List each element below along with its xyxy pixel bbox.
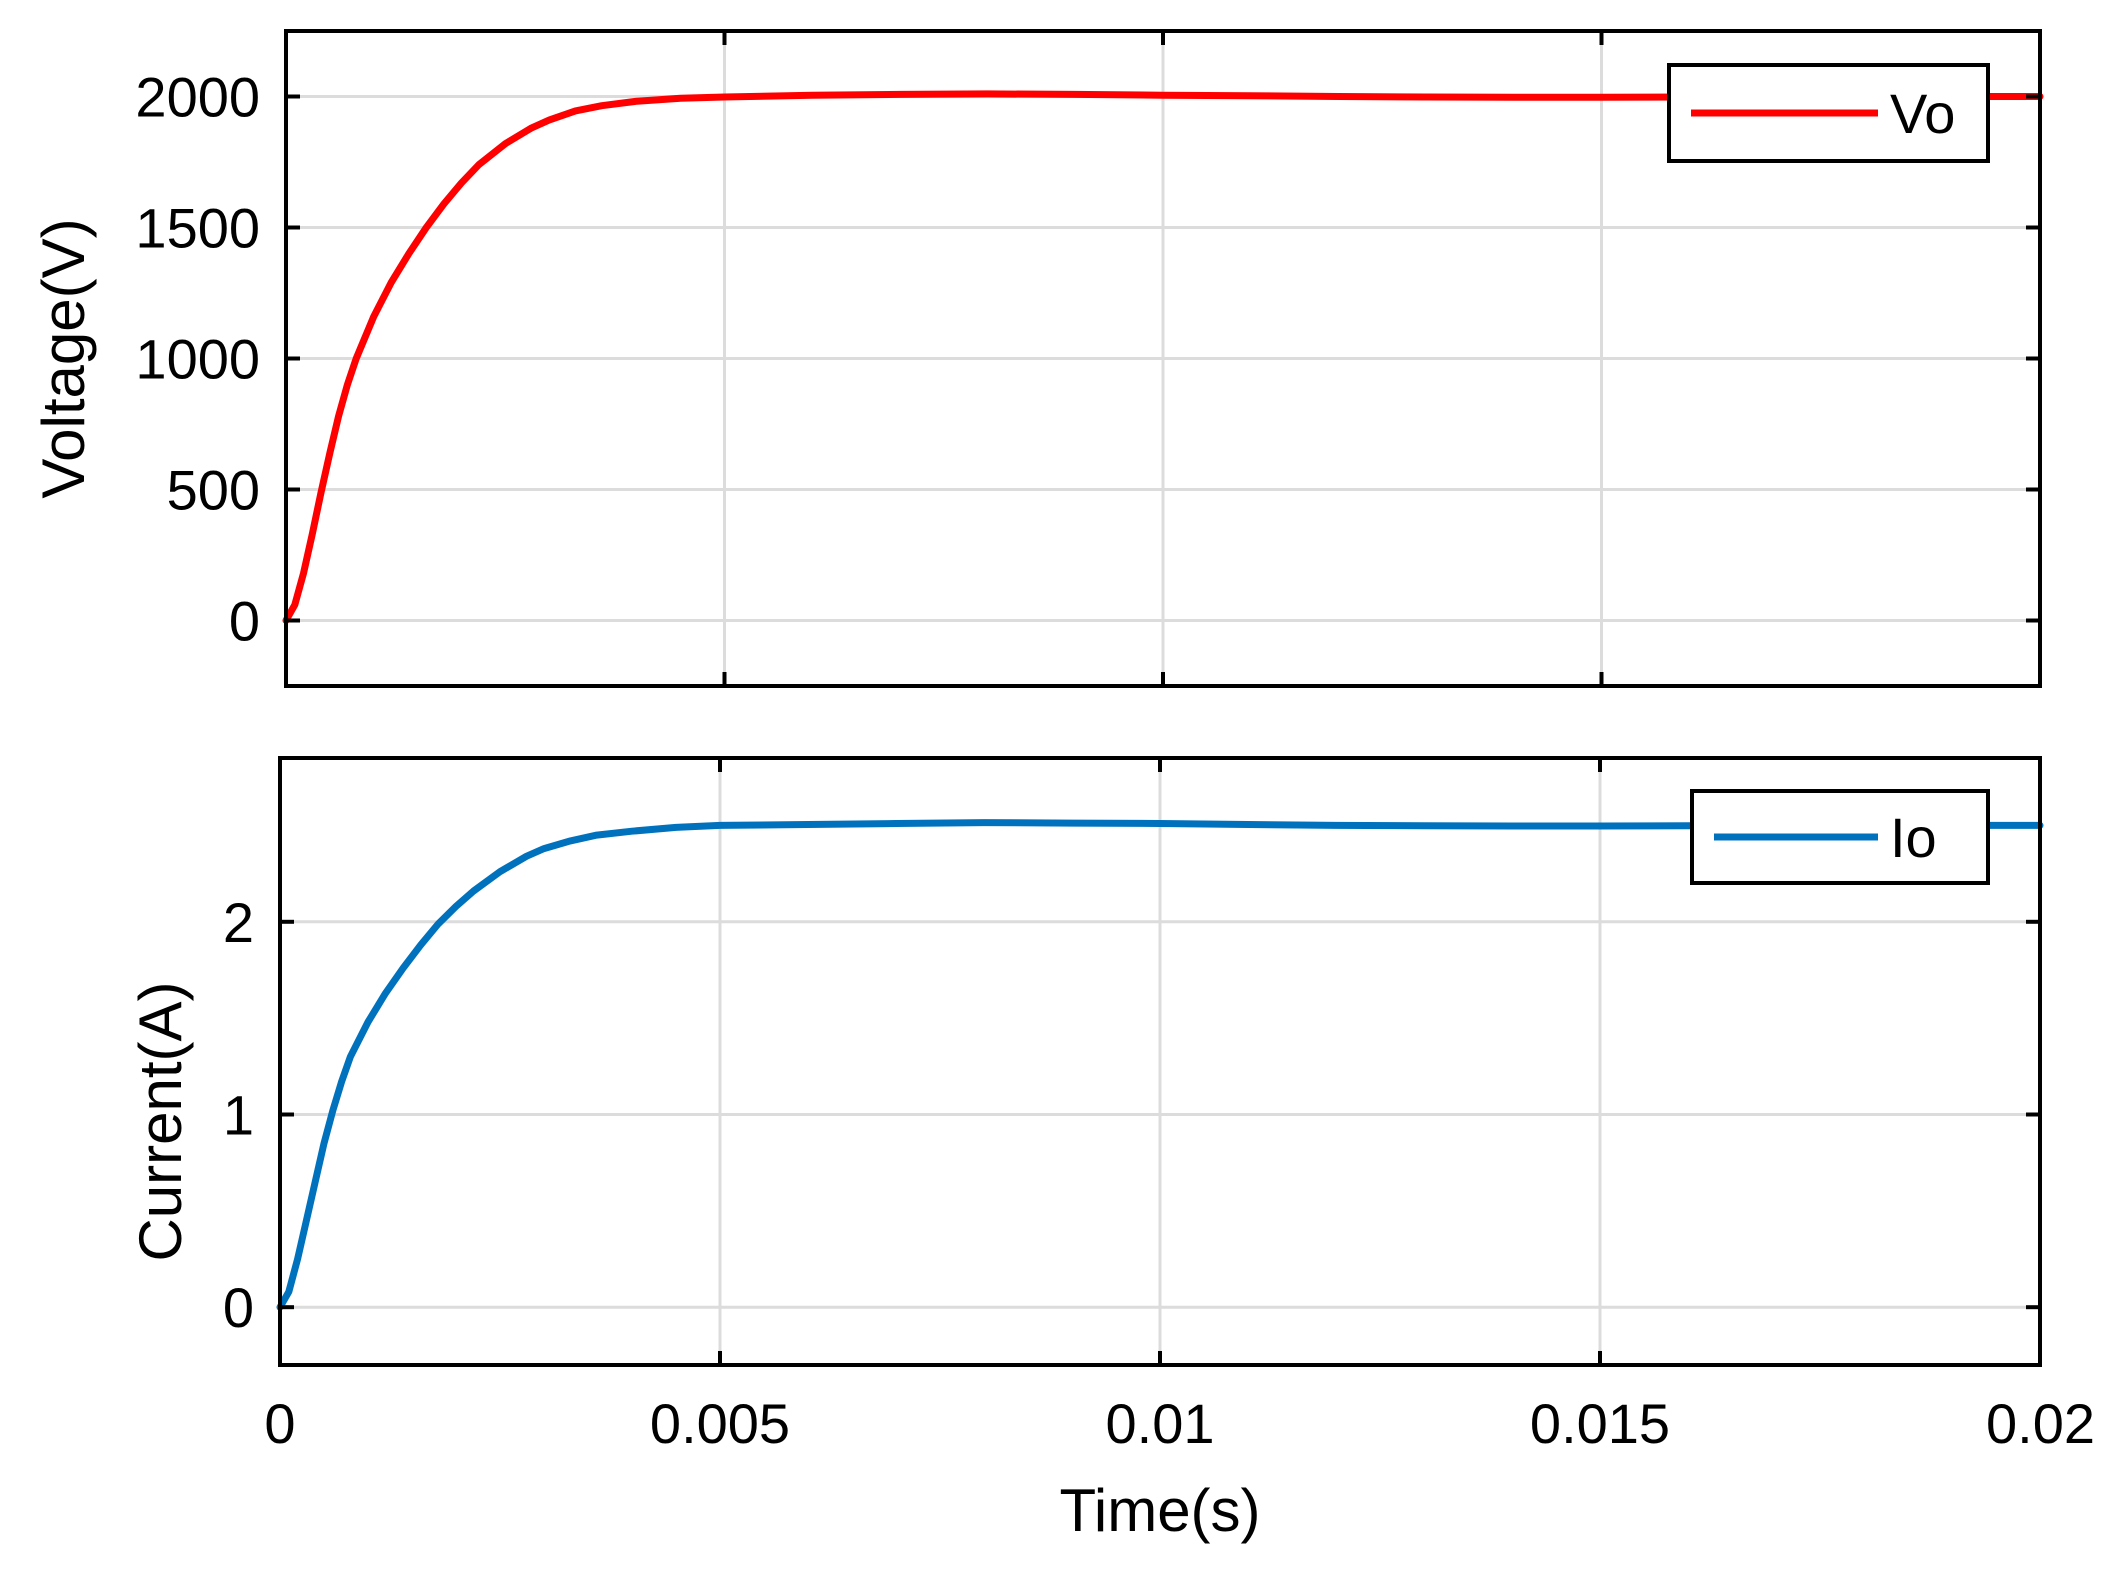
x-tick-label: 0.005 [650, 1392, 790, 1455]
x-tick-label: 0.01 [1106, 1392, 1215, 1455]
y-axis-label: Current(A) [127, 981, 194, 1261]
y-axis-label: Voltage(V) [30, 218, 97, 498]
legend: Vo [1667, 63, 1990, 163]
legend-label-vo: Vo [1890, 82, 1955, 145]
y-tick-label: 0 [223, 1276, 254, 1339]
y-tick-label: 500 [167, 459, 260, 522]
y-tick-label: 0 [229, 590, 260, 653]
x-tick-label: 0 [264, 1392, 295, 1455]
legend-label-io: Io [1890, 806, 1937, 869]
legend: Io [1690, 789, 1990, 885]
chart-panel-2: 0 1 2 0 0.005 0.01 0.015 0.02 Current(A) Time(s) I… [127, 756, 2095, 1544]
y-tick-label: 1500 [135, 197, 260, 260]
y-tick-label: 2000 [135, 66, 260, 129]
x-tick-label: 0.02 [1986, 1392, 2095, 1455]
series-line-vo [282, 90, 2044, 624]
y-tick-label: 1000 [135, 328, 260, 391]
y-tick-label: 2 [223, 891, 254, 954]
x-tick-label: 0.015 [1530, 1392, 1670, 1455]
y-tick-label: 1 [223, 1083, 254, 1146]
series-line-io [276, 819, 2044, 1311]
x-axis-label: Time(s) [1059, 1477, 1260, 1544]
chart-panels: 0 500 1000 1500 2000 Voltage(V) Vo 0 1 2 0 0.005 0.0… [30, 29, 2095, 1544]
chart-panel-1: 0 500 1000 1500 2000 Voltage(V) Vo [30, 29, 2044, 688]
